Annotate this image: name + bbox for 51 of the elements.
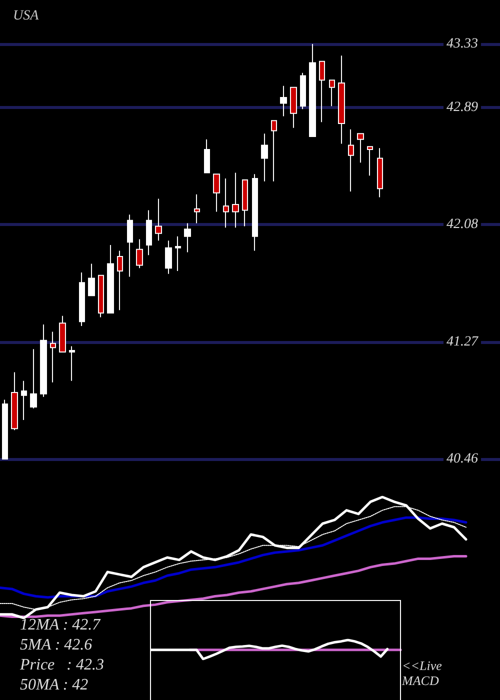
annotation: 12MA : 42.7 <box>20 616 102 634</box>
y-tick-label: 41.27 <box>446 334 479 350</box>
candlestick <box>232 172 239 228</box>
annotation: <<Live MACD <box>401 658 446 688</box>
candlestick <box>261 133 268 182</box>
candlestick <box>146 210 152 256</box>
candlestick <box>107 244 114 314</box>
candlestick <box>50 331 56 383</box>
candlestick <box>11 372 18 431</box>
candlestick <box>21 380 27 420</box>
candlestick <box>194 194 200 224</box>
candlestick <box>40 324 47 398</box>
y-tick-label: 40.46 <box>446 452 478 466</box>
candlestick <box>88 263 95 296</box>
y-tick-label: 42.08 <box>446 217 478 232</box>
candlestick <box>242 179 248 227</box>
candlestick <box>30 348 37 409</box>
candlestick <box>184 222 191 253</box>
candlestick <box>165 240 172 274</box>
candlestick <box>319 60 325 123</box>
y-tick-label: 43.33 <box>446 36 478 52</box>
candlestick <box>204 138 210 174</box>
candlestick <box>79 272 85 326</box>
candlestick <box>377 148 383 198</box>
candlestick <box>329 80 335 107</box>
candlestick <box>300 72 306 110</box>
candlestick <box>367 146 373 176</box>
candlestick <box>136 238 143 269</box>
text: Price : 42.3 <box>19 656 104 674</box>
chart-title: USA <box>13 8 40 24</box>
text: 50MA : 42 <box>20 676 88 694</box>
candlestick <box>155 198 162 242</box>
candlestick <box>117 250 123 311</box>
candlestick <box>280 85 287 117</box>
text: 5MA : 42.6 <box>20 636 92 654</box>
candlestick <box>290 86 297 128</box>
candlestick <box>175 236 181 272</box>
candlestick <box>348 128 354 192</box>
candlestick <box>338 55 345 144</box>
candlestick <box>223 178 229 228</box>
candlestick <box>213 174 220 212</box>
candlestick <box>2 399 8 460</box>
candlestick <box>59 315 66 352</box>
candlestick <box>69 346 75 382</box>
candlestick <box>252 174 258 252</box>
candlestick <box>357 133 364 164</box>
candlestick <box>98 274 104 318</box>
candlestick <box>127 214 133 278</box>
y-tick-label: 42.89 <box>446 100 478 116</box>
candlestick <box>309 44 316 138</box>
candlestick <box>271 120 277 182</box>
